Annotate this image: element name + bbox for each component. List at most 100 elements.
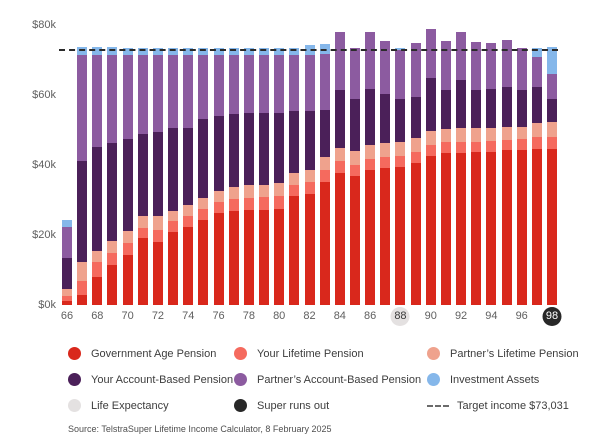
bar-segment-partner_lifetime[interactable] — [304, 169, 315, 183]
bar-segment-gov[interactable] — [92, 276, 103, 305]
bar-segment-gov[interactable] — [213, 212, 224, 305]
bar-segment-investment[interactable] — [228, 48, 239, 56]
bar-segment-partner_abp[interactable] — [92, 55, 103, 148]
bar-segment-partner_lifetime[interactable] — [516, 126, 527, 140]
bar-segment-your_lifetime[interactable] — [107, 252, 118, 266]
bar-segment-your_lifetime[interactable] — [531, 137, 542, 150]
bar-segment-partner_abp[interactable] — [168, 55, 179, 128]
bar-segment-partner_abp[interactable] — [198, 55, 209, 120]
bar-segment-your_lifetime[interactable] — [304, 182, 315, 195]
bar-segment-your_abp[interactable] — [425, 77, 436, 131]
bar-segment-investment[interactable] — [183, 48, 194, 56]
bar-segment-partner_lifetime[interactable] — [77, 261, 88, 281]
bar-segment-your_abp[interactable] — [274, 112, 285, 184]
bar-segment-partner_lifetime[interactable] — [365, 144, 376, 159]
bar-segment-gov[interactable] — [289, 196, 300, 305]
bar-segment-partner_lifetime[interactable] — [425, 130, 436, 145]
bar-segment-your_lifetime[interactable] — [198, 209, 209, 220]
bar-segment-your_lifetime[interactable] — [547, 137, 557, 150]
bar-segment-gov[interactable] — [319, 181, 330, 305]
bar-segment-your_abp[interactable] — [380, 93, 391, 143]
bar-segment-gov[interactable] — [501, 150, 512, 305]
bar-segment-partner_lifetime[interactable] — [228, 186, 239, 199]
bar-segment-your_lifetime[interactable] — [501, 139, 512, 151]
bar-segment-your_lifetime[interactable] — [122, 243, 133, 255]
bar-segment-your_abp[interactable] — [440, 90, 451, 129]
legend-item-investment[interactable]: Investment Assets — [427, 371, 590, 388]
bar-segment-partner_lifetime[interactable] — [319, 156, 330, 170]
bar-segment-your_lifetime[interactable] — [486, 141, 497, 152]
bar-segment-gov[interactable] — [168, 231, 179, 305]
bar-segment-gov[interactable] — [107, 265, 118, 305]
bar-segment-partner_lifetime[interactable] — [107, 240, 118, 253]
bar-segment-your_abp[interactable] — [259, 113, 270, 185]
bar-segment-your_abp[interactable] — [228, 113, 239, 187]
bar-segment-investment[interactable] — [274, 48, 285, 56]
bar-segment-gov[interactable] — [471, 152, 482, 305]
bar-segment-gov[interactable] — [395, 167, 406, 305]
bar-segment-investment[interactable] — [168, 48, 179, 56]
bar-segment-gov[interactable] — [410, 162, 421, 305]
bar-segment-gov[interactable] — [531, 149, 542, 305]
bar-segment-gov[interactable] — [304, 194, 315, 305]
bar-segment-partner_abp[interactable] — [152, 55, 163, 133]
bar-segment-your_abp[interactable] — [152, 132, 163, 217]
bar-segment-your_abp[interactable] — [92, 147, 103, 252]
bar-segment-partner_lifetime[interactable] — [547, 122, 557, 138]
bar-segment-your_abp[interactable] — [501, 86, 512, 127]
bar-segment-your_abp[interactable] — [198, 119, 209, 199]
bar-segment-your_lifetime[interactable] — [410, 152, 421, 163]
bar-segment-partner_lifetime[interactable] — [486, 127, 497, 142]
bar-segment-partner_lifetime[interactable] — [137, 216, 148, 228]
bar-segment-your_lifetime[interactable] — [137, 227, 148, 239]
bar-segment-partner_abp[interactable] — [547, 74, 557, 99]
bar-segment-partner_abp[interactable] — [137, 55, 148, 135]
bar-segment-partner_abp[interactable] — [456, 32, 467, 81]
bar-segment-partner_abp[interactable] — [471, 41, 482, 91]
legend-item-super_runs_out[interactable]: Super runs out — [234, 397, 427, 414]
bar-segment-partner_abp[interactable] — [183, 55, 194, 128]
bar-segment-your_abp[interactable] — [243, 112, 254, 186]
bar-segment-partner_abp[interactable] — [516, 47, 527, 90]
bar-segment-gov[interactable] — [334, 172, 345, 305]
bar-segment-partner_lifetime[interactable] — [395, 142, 406, 156]
bar-segment-gov[interactable] — [380, 167, 391, 305]
bar-segment-your_abp[interactable] — [516, 89, 527, 127]
bar-segment-partner_lifetime[interactable] — [213, 190, 224, 202]
bar-segment-partner_abp[interactable] — [213, 55, 224, 116]
bar-segment-your_abp[interactable] — [410, 96, 421, 139]
legend-item-gov[interactable]: Government Age Pension — [68, 345, 234, 362]
bar-segment-gov[interactable] — [486, 151, 497, 305]
legend-item-partner_abp[interactable]: Partner’s Account-Based Pension — [234, 371, 427, 388]
bar-segment-gov[interactable] — [425, 155, 436, 305]
bar-segment-your_lifetime[interactable] — [168, 221, 179, 232]
bar-segment-your_abp[interactable] — [365, 88, 376, 145]
bar-segment-gov[interactable] — [456, 153, 467, 305]
bar-segment-your_abp[interactable] — [62, 257, 72, 290]
bar-segment-partner_lifetime[interactable] — [410, 138, 421, 153]
legend-item-partner_lifetime[interactable]: Partner’s Lifetime Pension — [427, 345, 590, 362]
bar-segment-partner_lifetime[interactable] — [259, 184, 270, 198]
bar-segment-partner_lifetime[interactable] — [531, 123, 542, 138]
legend-item-target_line[interactable]: Target income $73,031 — [427, 397, 590, 414]
bar-segment-your_abp[interactable] — [395, 98, 406, 143]
bar-segment-your_abp[interactable] — [122, 139, 133, 231]
bar-segment-your_lifetime[interactable] — [440, 142, 451, 153]
bar-segment-your_lifetime[interactable] — [319, 169, 330, 182]
bar-segment-investment[interactable] — [547, 47, 557, 75]
bar-segment-partner_lifetime[interactable] — [122, 230, 133, 244]
bar-segment-partner_lifetime[interactable] — [274, 183, 285, 197]
bar-segment-your_lifetime[interactable] — [77, 280, 88, 296]
bar-segment-investment[interactable] — [289, 47, 300, 56]
bar-segment-gov[interactable] — [137, 238, 148, 305]
bar-segment-gov[interactable] — [243, 209, 254, 305]
bar-segment-gov[interactable] — [122, 254, 133, 305]
bar-segment-partner_abp[interactable] — [274, 55, 285, 113]
bar-segment-partner_lifetime[interactable] — [198, 198, 209, 210]
bar-segment-your_lifetime[interactable] — [62, 295, 72, 301]
bar-segment-your_lifetime[interactable] — [289, 184, 300, 197]
bar-segment-partner_abp[interactable] — [289, 55, 300, 112]
bar-segment-your_abp[interactable] — [319, 110, 330, 157]
bar-segment-your_abp[interactable] — [349, 98, 360, 152]
bar-segment-your_lifetime[interactable] — [183, 216, 194, 227]
